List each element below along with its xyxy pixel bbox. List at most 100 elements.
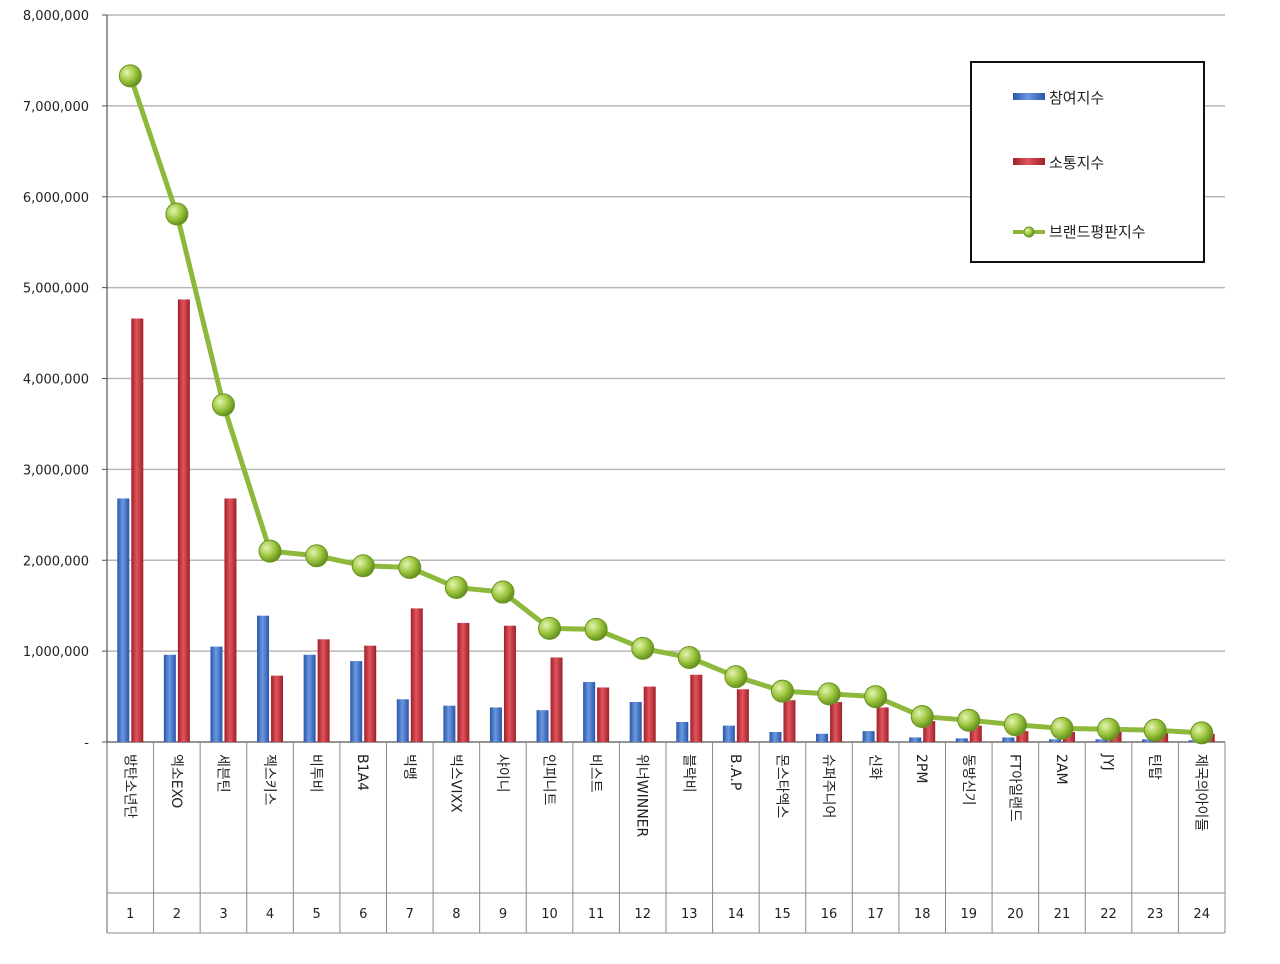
communication-bar xyxy=(690,674,703,742)
x-category-label: B1A4 xyxy=(354,754,370,791)
x-rank-label: 17 xyxy=(867,907,884,922)
legend-swatch xyxy=(1013,158,1045,165)
y-tick-label: 3,000,000 xyxy=(23,463,89,478)
participation-bar xyxy=(303,654,316,742)
participation-bar xyxy=(629,702,642,742)
x-rank-label: 21 xyxy=(1054,907,1071,922)
y-tick-label: 6,000,000 xyxy=(23,191,89,206)
x-rank-label: 13 xyxy=(681,907,698,922)
x-rank-label: 6 xyxy=(359,907,367,922)
x-rank-label: 3 xyxy=(219,907,227,922)
brand-index-point xyxy=(351,554,375,578)
y-tick-label: 5,000,000 xyxy=(23,282,89,297)
legend-swatch xyxy=(1013,93,1045,100)
x-rank-label: 14 xyxy=(728,907,745,922)
communication-bar xyxy=(177,299,190,742)
x-category-label: 빅스VIXX xyxy=(447,754,463,813)
x-rank-label: 18 xyxy=(914,907,931,922)
x-rank-label: 20 xyxy=(1007,907,1024,922)
x-category-label: 몬스타엑스 xyxy=(773,754,789,819)
brand-index-point xyxy=(444,576,468,600)
brand-index-point xyxy=(305,544,329,568)
participation-bar xyxy=(489,707,502,742)
participation-bar xyxy=(117,498,130,742)
participation-bar xyxy=(816,733,829,742)
participation-bar xyxy=(1095,739,1108,742)
y-tick-label: 1,000,000 xyxy=(23,645,89,660)
legend-swatch-marker xyxy=(1023,226,1035,238)
brand-index-point xyxy=(957,708,981,732)
x-category-label: 신화 xyxy=(867,754,883,780)
x-rank-label: 16 xyxy=(821,907,838,922)
brand-index-point xyxy=(864,685,888,709)
brand-index-point xyxy=(770,679,794,703)
participation-bar xyxy=(722,725,735,742)
x-category-label: 슈퍼주니어 xyxy=(820,754,836,818)
x-category-label: 틴탑 xyxy=(1146,754,1162,780)
x-category-label: 위너WINNER xyxy=(634,754,650,838)
x-rank-label: 19 xyxy=(961,907,978,922)
communication-bar xyxy=(410,608,423,742)
x-category-label: 세븐틴 xyxy=(214,754,230,793)
communication-bar xyxy=(131,318,144,742)
communication-bar xyxy=(783,700,796,742)
communication-bar xyxy=(503,625,516,742)
brand-index-point xyxy=(1097,717,1121,741)
participation-bar xyxy=(583,682,596,742)
x-rank-label: 7 xyxy=(406,907,414,922)
y-tick-label: 4,000,000 xyxy=(23,373,89,388)
brand-index-point xyxy=(677,645,701,669)
participation-bar xyxy=(536,710,549,742)
communication-bar xyxy=(643,686,656,742)
participation-bar xyxy=(257,615,270,742)
y-tick-label: 7,000,000 xyxy=(23,100,89,115)
x-category-label: 인피니트 xyxy=(541,754,557,806)
x-category-label: B.A.P xyxy=(727,754,743,790)
x-category-label: FT아일랜드 xyxy=(1006,754,1022,822)
communication-bar xyxy=(597,687,610,742)
x-category-label: 엑소EXO xyxy=(168,754,184,808)
brand-index-point xyxy=(1050,716,1074,740)
brand-index-point xyxy=(910,705,934,729)
communication-bar xyxy=(457,622,470,742)
communication-bar xyxy=(364,645,377,742)
legend-label: 참여지수 xyxy=(1049,89,1104,107)
participation-bar xyxy=(1002,737,1015,742)
x-rank-label: 9 xyxy=(499,907,507,922)
communication-bar xyxy=(550,657,563,742)
x-category-label: 2PM xyxy=(913,754,929,783)
participation-bar xyxy=(443,705,456,742)
participation-bar xyxy=(396,699,409,742)
brand-index-point xyxy=(538,616,562,640)
brand-index-point xyxy=(631,636,655,660)
participation-bar xyxy=(769,732,782,742)
communication-bar xyxy=(317,639,330,742)
brand-index-point xyxy=(584,617,608,641)
x-rank-label: 4 xyxy=(266,907,274,922)
brand-index-point xyxy=(1143,718,1167,742)
y-tick-label: - xyxy=(84,736,89,751)
participation-bar xyxy=(862,731,875,742)
communication-bar xyxy=(736,689,749,742)
x-rank-label: 8 xyxy=(452,907,460,922)
communication-bar xyxy=(876,707,889,742)
x-category-label: 제국의아이들 xyxy=(1193,754,1209,831)
x-category-label: 빅뱅 xyxy=(401,754,417,780)
y-tick-label: 8,000,000 xyxy=(23,9,89,24)
participation-bar xyxy=(210,646,223,742)
x-category-label: 동방신기 xyxy=(960,754,976,806)
x-rank-label: 10 xyxy=(541,907,558,922)
x-category-label: 2AM xyxy=(1053,754,1069,785)
x-category-label: 비스트 xyxy=(587,754,603,793)
y-tick-label: 2,000,000 xyxy=(23,554,89,569)
legend-box xyxy=(970,61,1205,263)
participation-bar xyxy=(676,722,689,742)
brand-index-point xyxy=(398,556,422,580)
x-rank-label: 2 xyxy=(173,907,181,922)
x-category-label: 샤이니 xyxy=(494,754,510,793)
x-category-label: 블락비 xyxy=(680,754,696,793)
x-category-label: JYJ xyxy=(1100,753,1116,771)
legend-label: 소통지수 xyxy=(1049,154,1104,172)
communication-bar xyxy=(271,675,284,742)
x-rank-label: 15 xyxy=(774,907,791,922)
